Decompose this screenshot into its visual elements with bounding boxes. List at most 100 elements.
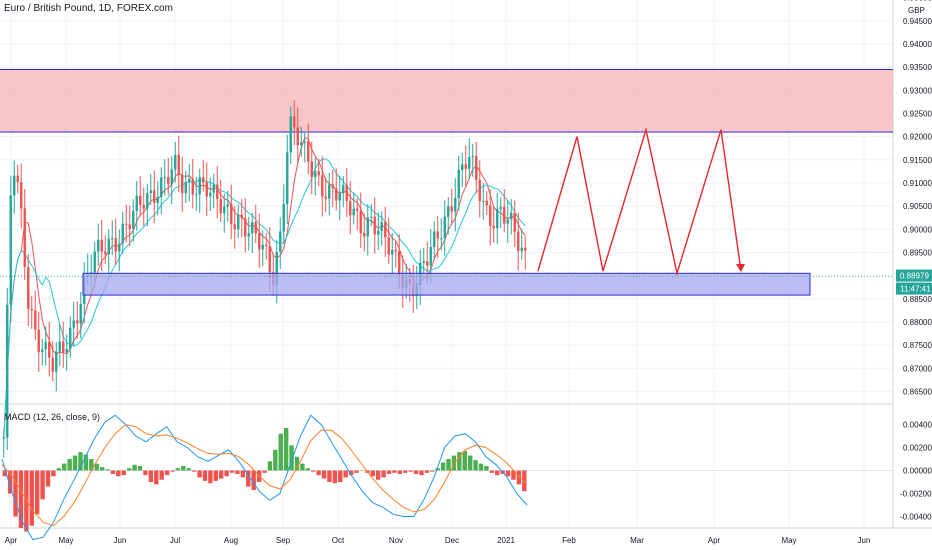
macd-histogram-bar: [110, 470, 116, 474]
macd-histogram-bar: [478, 463, 484, 471]
candle-body: [195, 194, 198, 196]
support-zone[interactable]: [82, 272, 811, 296]
time-tick-label: May: [781, 536, 796, 545]
resistance-zone[interactable]: [0, 69, 893, 133]
macd-histogram-bar: [2, 470, 7, 477]
macd-histogram-bar: [424, 470, 430, 473]
macd-histogram-bar: [278, 433, 283, 471]
projection-path[interactable]: [537, 126, 742, 277]
candle-body: [499, 206, 502, 209]
macd-histogram-bar: [316, 470, 321, 476]
candle-body: [489, 205, 492, 226]
candle-body: [398, 251, 401, 276]
candle-body: [181, 175, 184, 194]
macd-histogram-bar: [197, 470, 202, 478]
candle-body: [447, 206, 450, 217]
candle-body: [37, 329, 40, 353]
macd-histogram-bar: [132, 464, 137, 471]
candle-body: [20, 182, 23, 209]
price-tick-label: 0.88500: [903, 295, 932, 304]
macd-histogram-bar: [375, 470, 381, 480]
macd-histogram-bar: [359, 470, 365, 472]
candle-body: [503, 206, 506, 224]
candle-body: [510, 212, 513, 220]
macd-histogram-bar: [451, 455, 457, 471]
macd-histogram-bar: [240, 470, 246, 478]
candle-body: [429, 246, 432, 266]
macd-histogram-bar: [327, 470, 332, 483]
time-tick-label: Feb: [562, 536, 576, 545]
candle-body: [170, 169, 173, 185]
macd-histogram-bar: [67, 459, 72, 471]
candle-body: [209, 192, 212, 197]
price-tick-label: 0.87000: [903, 364, 932, 373]
macd-histogram-bar: [343, 470, 348, 478]
candle-body: [6, 304, 9, 438]
candle-body: [118, 243, 121, 252]
macd-histogram-bar: [137, 465, 143, 471]
candle-body: [275, 251, 278, 286]
macd-axis: 0.00400 0.00200 0.00000 -0.00200 -0.00400: [900, 421, 932, 522]
candle-body: [188, 178, 191, 182]
macd-tick-label: 0.00400: [903, 421, 932, 430]
macd-histogram-bar: [164, 470, 170, 476]
macd-histogram-bar: [202, 470, 208, 481]
candle-body: [72, 320, 75, 328]
price-tick-label: 0.87500: [903, 341, 932, 350]
macd-histogram-bar: [332, 470, 338, 484]
candle-body: [265, 244, 268, 247]
macd-histogram-bar: [305, 468, 311, 471]
candle-body: [349, 201, 352, 216]
macd-histogram-bar: [175, 468, 181, 471]
macd-histogram-bar: [99, 467, 105, 471]
time-tick-label: Jun: [858, 536, 871, 545]
candle-body: [258, 233, 261, 250]
macd-histogram-bar: [181, 465, 186, 471]
candle-body: [310, 161, 313, 178]
macd-histogram-bar: [78, 452, 83, 471]
macd-histogram-bar: [462, 450, 467, 471]
candle-body: [482, 200, 485, 202]
axis-currency-label: GBP: [908, 6, 925, 15]
candle-body: [146, 193, 149, 209]
time-tick-label: Apr: [5, 536, 18, 545]
macd-histogram-bar: [83, 454, 89, 471]
price-tick-label: 0.94500: [903, 17, 932, 26]
current-price-tag: [896, 269, 932, 282]
macd-histogram-bar: [300, 463, 305, 471]
candle-body: [16, 175, 19, 183]
candle-body: [286, 152, 289, 205]
signal-line: [1, 423, 528, 527]
candle-body: [457, 169, 460, 198]
macd-histogram-bar: [467, 455, 473, 471]
candle-body: [426, 261, 429, 266]
candle-body: [324, 196, 327, 199]
macd-histogram-bar: [283, 427, 289, 471]
current-price-value: 0.88979: [900, 272, 929, 281]
chart-title: Euro / British Pound, 1D, FOREX.com: [4, 3, 173, 14]
moving-averages: [3, 136, 526, 438]
candle-body: [328, 184, 331, 199]
candle-body: [254, 222, 257, 234]
macd-histogram-bar: [235, 470, 240, 474]
candle-body: [261, 244, 264, 250]
price-tick-label: 0.93500: [903, 63, 932, 72]
candle-body: [314, 171, 317, 178]
macd-histogram-bar: [489, 470, 495, 473]
candle-body: [335, 188, 338, 201]
time-tick-label: Dec: [445, 536, 459, 545]
macd-histogram-bar: [505, 470, 511, 477]
time-tick-label: Apr: [708, 536, 721, 545]
candle-body: [303, 141, 306, 143]
macd-tick-label: -0.00400: [900, 513, 932, 522]
macd-histogram-bar: [34, 470, 40, 515]
price-tick-label: 0.92500: [903, 109, 932, 118]
candle-body: [174, 154, 177, 170]
macd-pane: [0, 414, 893, 541]
macd-histogram-bar: [89, 459, 94, 471]
macd-histogram-bar: [191, 470, 197, 472]
candle-body: [76, 320, 79, 324]
